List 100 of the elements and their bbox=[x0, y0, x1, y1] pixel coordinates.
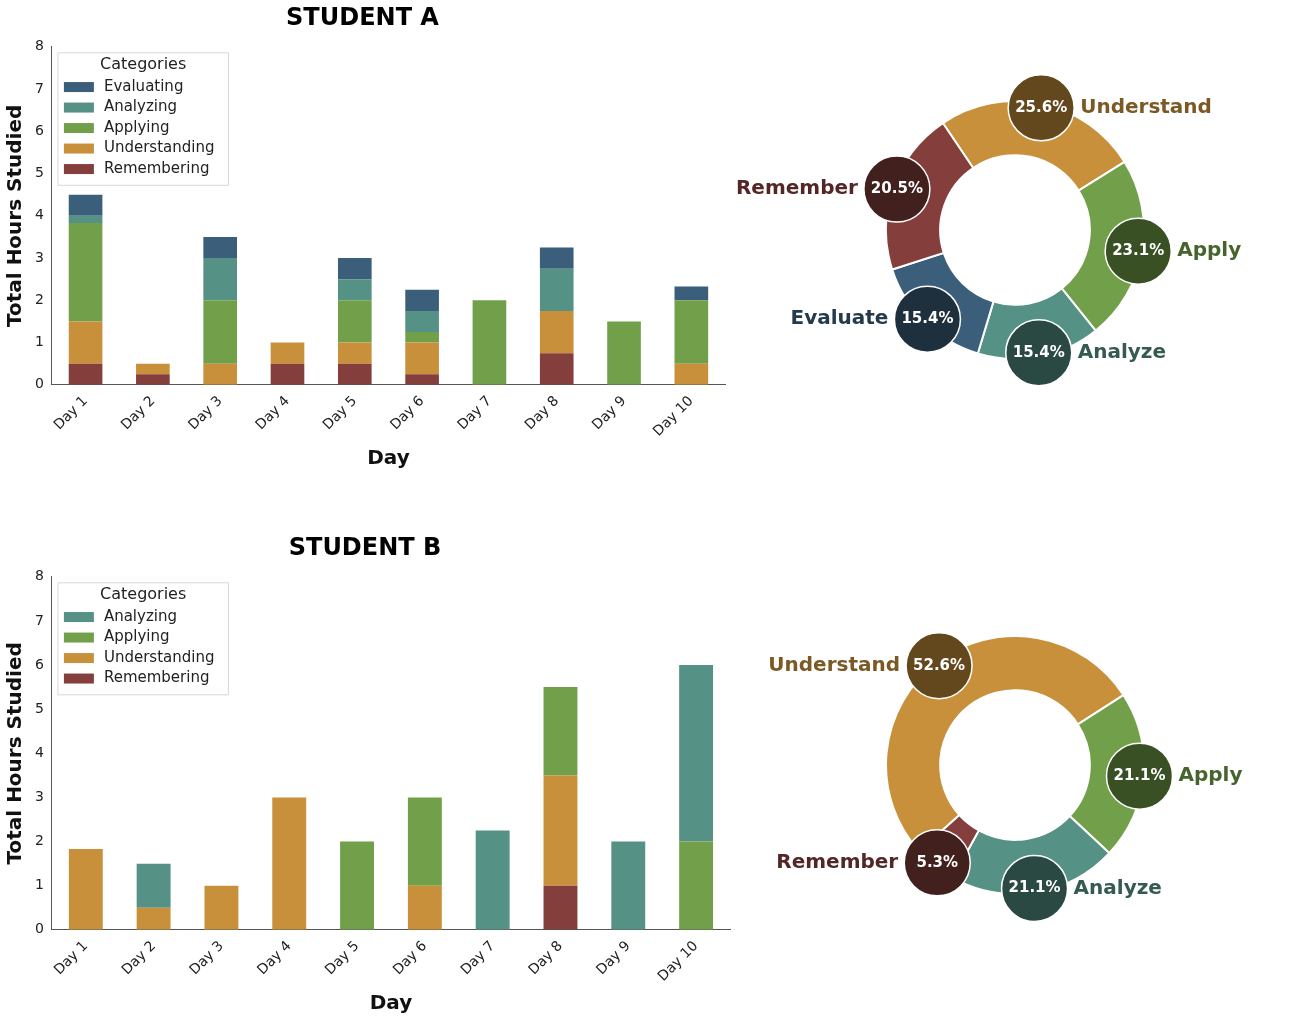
bar bbox=[405, 342, 439, 375]
x-tick-label: Day 2 bbox=[117, 392, 158, 433]
data-label: 5.3% bbox=[916, 852, 959, 871]
x-tick-label: Day 9 bbox=[588, 392, 629, 433]
x-tick-label: Day 4 bbox=[253, 937, 294, 978]
bar bbox=[539, 247, 574, 269]
data-label: 15.4% bbox=[901, 309, 954, 328]
bar bbox=[136, 907, 171, 930]
bar bbox=[340, 841, 374, 930]
chart-title: STUDENT A bbox=[286, 2, 440, 31]
x-tick-label: Day 8 bbox=[521, 392, 562, 433]
bar bbox=[68, 849, 103, 930]
x-tick-label: Day 5 bbox=[321, 937, 362, 978]
y-tick-label: 4 bbox=[34, 743, 44, 760]
bar bbox=[272, 797, 307, 930]
bar bbox=[472, 300, 507, 385]
bar bbox=[337, 342, 372, 364]
bar bbox=[405, 310, 439, 333]
bar bbox=[203, 300, 238, 364]
bar bbox=[539, 353, 574, 385]
x-tick-label: Day 3 bbox=[184, 392, 225, 433]
y-tick-label: 2 bbox=[34, 290, 44, 307]
data-label: 52.6% bbox=[913, 655, 966, 674]
slice-label: Analyze bbox=[1073, 874, 1162, 899]
data-label: 21.1% bbox=[1113, 766, 1166, 785]
x-tick-label: Day 7 bbox=[457, 937, 498, 978]
bar bbox=[543, 687, 578, 776]
data-label: 20.5% bbox=[870, 178, 923, 197]
bar bbox=[136, 363, 170, 375]
y-tick-label: 4 bbox=[34, 206, 44, 223]
legend-label: Analyzing bbox=[103, 606, 177, 625]
bar bbox=[136, 863, 171, 908]
y-tick-label: 0 bbox=[34, 920, 44, 937]
legend-label: Analyzing bbox=[103, 97, 177, 116]
y-tick-label: 5 bbox=[34, 699, 44, 716]
slice-label: Remember bbox=[776, 849, 899, 874]
y-tick-label: 6 bbox=[34, 121, 44, 138]
bar bbox=[543, 885, 578, 930]
bar bbox=[407, 885, 442, 930]
bar bbox=[475, 830, 510, 930]
bar bbox=[68, 321, 103, 364]
y-tick-label: 8 bbox=[34, 567, 44, 584]
x-tick-label: Day 3 bbox=[185, 937, 227, 978]
bar bbox=[405, 374, 439, 385]
bar bbox=[674, 286, 709, 301]
bar bbox=[679, 665, 714, 842]
legend-title: Categories bbox=[100, 583, 187, 603]
x-axis-title: Day bbox=[367, 445, 410, 470]
y-tick-label: 2 bbox=[34, 832, 44, 849]
x-tick-label: Day 1 bbox=[50, 937, 91, 978]
slice-label: Apply bbox=[1177, 237, 1242, 262]
bar bbox=[68, 215, 103, 223]
data-label: 23.1% bbox=[1112, 241, 1165, 260]
legend-label: Understanding bbox=[103, 138, 215, 157]
slice-label: Understand bbox=[1080, 93, 1212, 118]
slice-label: Understand bbox=[768, 651, 901, 676]
y-tick-label: 5 bbox=[34, 164, 44, 181]
x-tick-label: Day 6 bbox=[386, 392, 427, 433]
bar bbox=[337, 258, 372, 280]
y-tick-label: 6 bbox=[34, 655, 44, 672]
bar bbox=[68, 194, 103, 216]
x-tick-label: Day 4 bbox=[251, 392, 293, 433]
y-tick-label: 3 bbox=[34, 788, 44, 805]
bar bbox=[539, 310, 574, 354]
legend-label: Applying bbox=[103, 627, 170, 646]
bar bbox=[337, 300, 372, 343]
y-tick-label: 8 bbox=[34, 37, 44, 54]
legend-label: Evaluating bbox=[103, 76, 184, 95]
x-axis-title: Day bbox=[369, 990, 413, 1015]
legend-title: Categories bbox=[100, 53, 187, 73]
bar bbox=[337, 363, 372, 385]
x-tick-label: Day 2 bbox=[118, 937, 159, 978]
bar bbox=[674, 363, 709, 385]
x-tick-label: Day 7 bbox=[453, 392, 495, 433]
slice-label: Analyze bbox=[1077, 338, 1167, 363]
bar bbox=[270, 342, 305, 364]
bar bbox=[611, 841, 646, 930]
y-tick-label: 0 bbox=[34, 375, 44, 392]
bar bbox=[203, 363, 238, 385]
x-tick-label: Day 1 bbox=[49, 392, 91, 433]
bar bbox=[405, 332, 439, 343]
slice-label: Apply bbox=[1178, 762, 1243, 787]
x-tick-label: Day 5 bbox=[319, 392, 360, 433]
bar bbox=[204, 885, 239, 930]
bar bbox=[68, 363, 103, 385]
bar bbox=[407, 797, 442, 886]
bar bbox=[68, 223, 103, 322]
y-tick-label: 7 bbox=[34, 79, 44, 96]
bar bbox=[679, 841, 714, 930]
y-axis-title: Total Hours Studied bbox=[2, 104, 27, 327]
bar bbox=[203, 258, 238, 301]
data-label: 21.1% bbox=[1008, 878, 1061, 897]
y-tick-label: 3 bbox=[34, 248, 44, 265]
bar bbox=[203, 236, 238, 259]
bar bbox=[607, 321, 641, 385]
data-label: 15.4% bbox=[1012, 342, 1065, 361]
x-tick-label: Day 6 bbox=[389, 937, 430, 978]
legend-label: Applying bbox=[103, 117, 170, 136]
bar bbox=[674, 300, 709, 364]
chart-title: STUDENT B bbox=[288, 532, 442, 561]
